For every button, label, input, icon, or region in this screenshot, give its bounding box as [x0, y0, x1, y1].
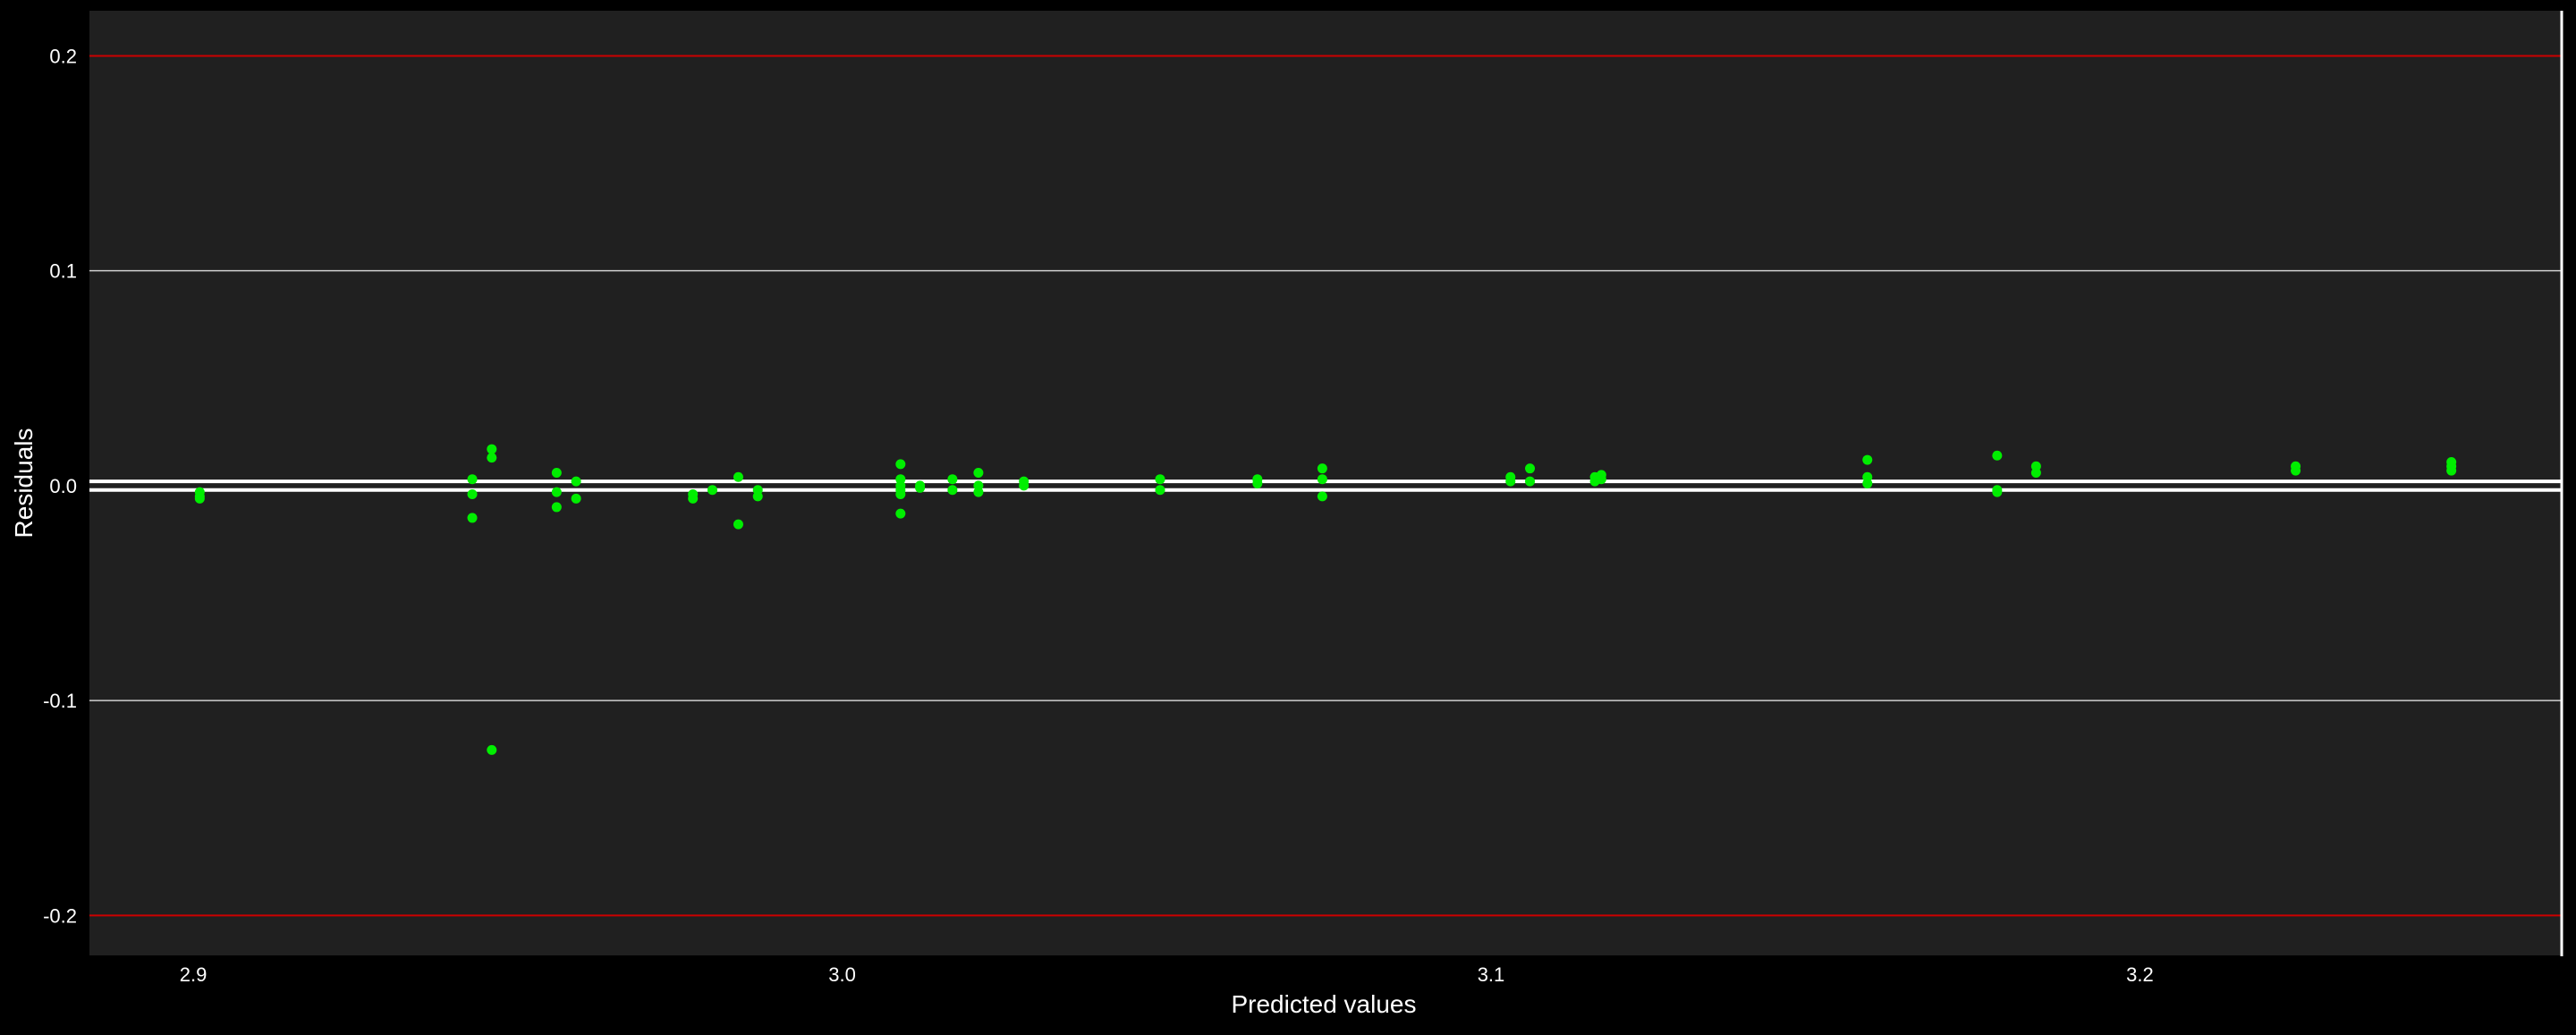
- x-tick-label: 3.2: [2126, 963, 2154, 986]
- data-point: [1992, 450, 2003, 461]
- data-point: [895, 489, 906, 500]
- data-point: [2446, 465, 2457, 476]
- data-point: [1317, 463, 1327, 474]
- data-point: [1525, 463, 1536, 474]
- data-point: [1155, 485, 1165, 496]
- y-tick-label: 0.0: [49, 475, 77, 497]
- data-point: [1505, 476, 1516, 487]
- data-point: [752, 491, 763, 502]
- data-point: [973, 467, 984, 478]
- data-point: [487, 453, 497, 463]
- data-point: [2030, 467, 2041, 478]
- data-point: [1862, 454, 1873, 465]
- data-point: [947, 474, 958, 485]
- data-point: [973, 487, 984, 497]
- data-point: [194, 493, 205, 504]
- data-point: [895, 459, 906, 470]
- x-tick-label: 3.0: [828, 963, 856, 986]
- y-tick-label: 0.2: [49, 45, 77, 67]
- y-axis-ticks: -0.2 -0.1 0.0 0.1 0.2: [43, 45, 77, 927]
- data-point: [688, 493, 699, 504]
- data-point: [1525, 476, 1536, 487]
- data-point: [467, 489, 478, 500]
- data-point: [1019, 480, 1030, 491]
- plot-panel: [89, 11, 2562, 956]
- y-tick-label: 0.1: [49, 260, 77, 283]
- data-point: [915, 482, 926, 493]
- x-tick-label: 3.1: [1478, 963, 1505, 986]
- data-point: [1317, 491, 1327, 502]
- data-point: [1155, 474, 1165, 485]
- data-point: [1992, 487, 2003, 497]
- x-axis-title: Predicted values: [1231, 990, 1416, 1018]
- y-axis-title: Residuals: [10, 428, 38, 539]
- data-point: [1317, 474, 1327, 485]
- data-point: [733, 471, 743, 482]
- data-point: [1862, 479, 1873, 488]
- data-point: [895, 508, 906, 519]
- grid-lines: [89, 269, 2562, 701]
- data-point: [467, 513, 478, 523]
- data-point: [551, 487, 562, 497]
- data-point: [571, 476, 581, 487]
- data-point: [571, 493, 581, 504]
- data-point: [707, 485, 717, 496]
- data-point: [487, 444, 497, 454]
- data-point: [551, 467, 562, 478]
- data-point: [2291, 465, 2301, 476]
- data-point: [467, 474, 478, 485]
- data-point: [947, 485, 958, 496]
- data-point: [733, 519, 743, 530]
- y-tick-label: -0.1: [43, 690, 77, 712]
- data-point: [1252, 479, 1263, 488]
- data-points: [194, 444, 2457, 755]
- data-point: [551, 502, 562, 513]
- x-tick-label: 2.9: [180, 963, 208, 986]
- data-point: [487, 744, 497, 755]
- x-axis-ticks: 2.9 3.0 3.1 3.2: [180, 963, 2154, 986]
- y-tick-label: -0.2: [43, 904, 77, 927]
- data-point: [1596, 474, 1606, 485]
